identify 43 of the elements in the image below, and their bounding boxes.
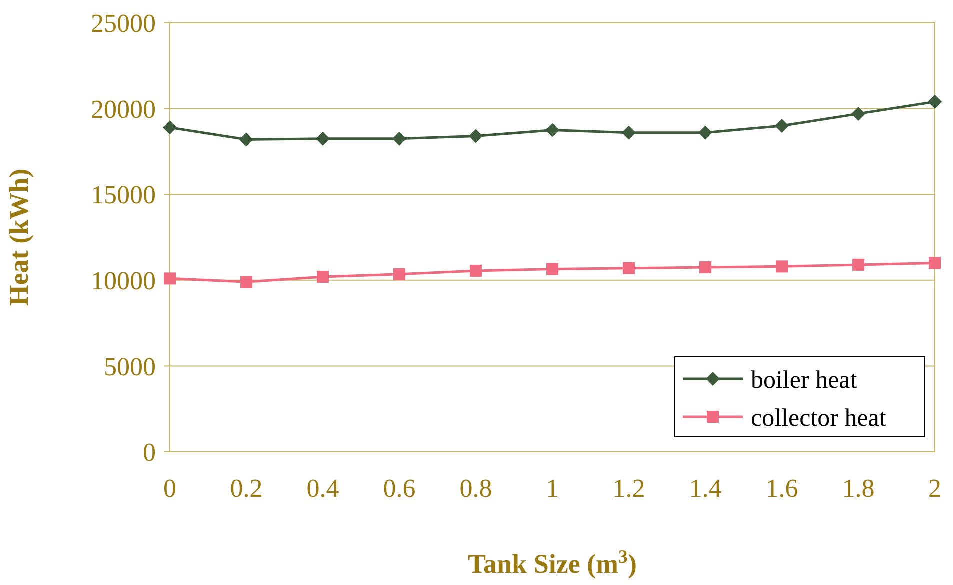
point <box>392 132 406 146</box>
point <box>469 129 483 144</box>
x-tick-label: 0.6 <box>383 474 416 503</box>
x-tick-label: 0.8 <box>460 474 492 503</box>
point <box>163 120 177 135</box>
point <box>317 270 329 283</box>
point <box>546 263 558 276</box>
x-tick-label: 0.2 <box>230 474 263 503</box>
point <box>852 106 866 121</box>
x-tick-label: 1 <box>546 474 559 503</box>
x-axis-title: Tank Size (m$^{3}$) <box>468 546 637 579</box>
point <box>775 118 789 133</box>
x-tick-label: 1.8 <box>842 474 875 503</box>
y-tick-label: 5000 <box>104 352 156 382</box>
y-tick-label: 25000 <box>91 9 156 38</box>
point <box>316 132 330 146</box>
x-tick-label: 0.4 <box>306 474 340 503</box>
point <box>164 272 176 285</box>
point <box>622 126 636 140</box>
legend-label: boiler heat <box>751 366 858 394</box>
x-tick-label: 0 <box>164 474 176 503</box>
x-tick-label: 1.2 <box>612 474 646 503</box>
point <box>929 257 941 270</box>
x-tick-label: 1.6 <box>766 474 798 503</box>
point <box>698 126 712 140</box>
point <box>240 132 254 147</box>
point <box>623 262 635 274</box>
point <box>928 94 942 109</box>
y-tick-label: 10000 <box>91 266 156 296</box>
y-axis-title: Heat (kWh) <box>4 168 34 306</box>
legend-label: collector heat <box>751 404 886 432</box>
point <box>394 268 406 280</box>
y-tick-label: 0 <box>143 438 156 468</box>
point <box>776 260 788 273</box>
point <box>700 262 712 274</box>
point <box>470 264 482 277</box>
y-tick-label: 20000 <box>91 94 156 124</box>
x-tick-label: 2 <box>928 474 942 503</box>
y-tick-label: 15000 <box>91 180 156 210</box>
point <box>240 276 252 288</box>
x-tick-label: 1.4 <box>689 474 722 503</box>
point <box>852 258 864 271</box>
point <box>546 123 560 138</box>
